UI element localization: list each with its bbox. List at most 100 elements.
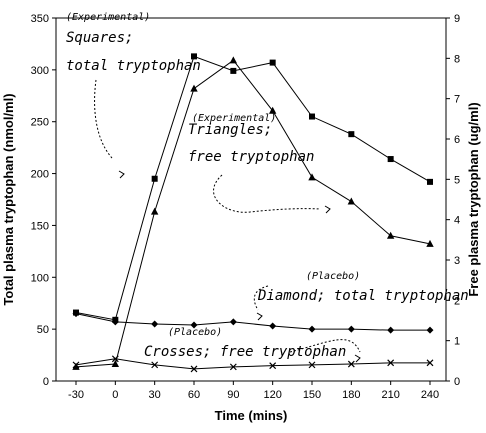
x-tick-label: 90 <box>227 389 239 401</box>
y-tick-label: 150 <box>31 220 49 232</box>
series-line <box>75 358 430 370</box>
x-tick-label: 210 <box>381 389 399 401</box>
y2-tick-label: 7 <box>454 94 460 106</box>
arrow-path <box>253 285 269 311</box>
data-point <box>229 56 238 64</box>
data-point <box>269 322 277 330</box>
annotation-triangles-2: free tryptophan <box>188 149 314 165</box>
data-point <box>308 173 316 181</box>
x-tick-label: 150 <box>303 389 321 401</box>
data-point <box>111 360 120 368</box>
data-point <box>151 175 158 182</box>
data-point <box>347 360 355 368</box>
data-point <box>387 156 394 163</box>
plot-frame <box>55 17 447 382</box>
x-tick-label: 0 <box>112 389 118 401</box>
y-tick-label: 300 <box>31 65 49 77</box>
annotation-diamond-tag: (Placebo) <box>306 271 360 282</box>
data-point <box>347 325 355 333</box>
data-point <box>427 178 433 185</box>
series-layer <box>72 53 434 373</box>
annotation-squares-2: total tryptophan <box>66 58 201 74</box>
y-tick-label: 0 <box>43 376 49 388</box>
y2-tick-label: 2 <box>454 295 460 307</box>
data-point <box>268 106 277 114</box>
data-point <box>229 363 237 371</box>
series-line <box>75 313 430 331</box>
data-point <box>269 59 276 66</box>
y2-tick-label: 9 <box>454 13 460 25</box>
annotation-squares-tag: (Experimental) <box>66 12 150 23</box>
x-axis-title: Time (mins) <box>215 408 288 423</box>
arrow-diamond <box>253 285 269 321</box>
data-point <box>426 326 434 334</box>
annotation-crosses-tag: (Placebo) <box>168 327 222 338</box>
y2-tick-label: 0 <box>454 376 460 388</box>
annotation-squares-1: Squares; <box>66 30 133 46</box>
data-point <box>191 53 197 60</box>
data-point <box>229 318 237 326</box>
annotation-diamond-1: Diamond; total tryptophan <box>257 288 469 304</box>
y-axis-title: Total plasma tryptophan (nmol/ml) <box>1 93 16 305</box>
data-point <box>348 131 355 138</box>
x-tick-label: 240 <box>421 389 439 401</box>
annotations: (Experimental) Squares; total tryptophan (E… <box>66 12 469 363</box>
data-point <box>150 207 159 215</box>
data-point <box>230 67 237 74</box>
y2-tick-label: 1 <box>454 336 460 348</box>
data-point <box>190 321 198 329</box>
y2-tick-label: 3 <box>454 255 460 267</box>
data-point <box>72 362 80 370</box>
y2-tick-label: 5 <box>454 174 460 186</box>
data-point <box>387 326 395 334</box>
data-point <box>386 231 395 239</box>
y2-tick-label: 4 <box>454 215 460 227</box>
arrow-path <box>94 79 113 159</box>
data-point <box>269 362 277 370</box>
data-point <box>190 365 198 373</box>
series-square <box>73 53 433 323</box>
arrow-head <box>256 312 263 321</box>
y-tick-label: 100 <box>31 272 49 284</box>
series-triangle <box>72 56 434 370</box>
y-tick-label: 250 <box>31 117 49 129</box>
data-point <box>72 310 80 318</box>
axes: 0 50 100 150 200 250 300 350 0 1 2 3 4 5 6 7 8 9 -30 0 30 60 9… <box>1 13 481 423</box>
y-tick-label: 200 <box>31 169 49 181</box>
arrow-path <box>213 174 321 213</box>
x-tick-label: 30 <box>149 389 161 401</box>
series-cross <box>72 355 434 373</box>
y2-tick-label: 6 <box>454 134 460 146</box>
x-tick-label: 180 <box>342 389 360 401</box>
data-point <box>309 113 315 120</box>
arrow-crosses <box>289 339 361 363</box>
y-tick-label: 350 <box>31 13 49 25</box>
data-point <box>151 320 159 328</box>
annotation-crosses-1: Crosses; free tryptophan <box>144 344 346 360</box>
series-line <box>75 59 431 368</box>
x-tick-label: 120 <box>263 389 281 401</box>
data-point <box>387 359 395 367</box>
x-tick-label: 60 <box>188 389 200 401</box>
arrow-squares <box>94 79 125 179</box>
x-tick-label: -30 <box>68 389 84 401</box>
y-tick-label: 50 <box>37 324 49 336</box>
data-point <box>72 361 80 369</box>
series-line <box>75 55 431 321</box>
series-diamond <box>72 310 434 334</box>
annotation-triangles-1: Triangles; <box>188 122 272 138</box>
arrow-head <box>354 354 361 363</box>
data-point <box>190 84 198 92</box>
data-point <box>308 325 316 333</box>
arrow-head <box>118 170 125 179</box>
data-point <box>151 361 159 369</box>
data-point <box>426 359 434 367</box>
arrow-triangles <box>213 174 331 214</box>
y2-axis-title: Free plasma tryptophan (ug/ml) <box>466 102 481 296</box>
data-point <box>111 318 119 326</box>
data-point <box>308 361 316 369</box>
data-point <box>111 355 119 363</box>
arrow-head <box>324 205 331 214</box>
annotation-triangles-tag: (Experimental) <box>192 113 276 124</box>
